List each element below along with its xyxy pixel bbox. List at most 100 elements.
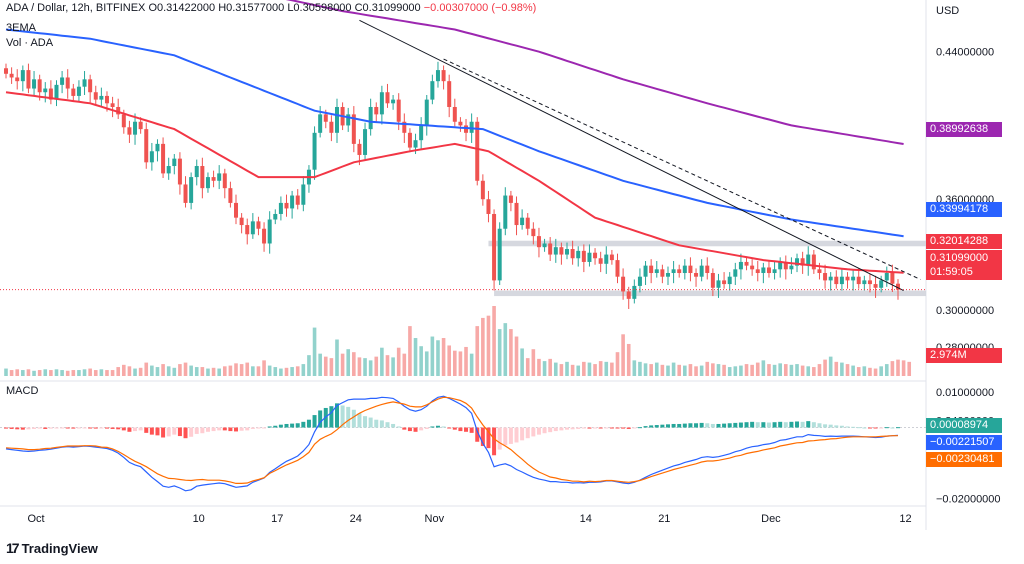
tradingview-icon: 17 xyxy=(6,540,20,556)
volume-bar xyxy=(385,355,390,376)
macd-histogram-bar xyxy=(267,426,272,428)
volume-bar xyxy=(178,364,182,376)
macd-histogram-bar xyxy=(32,427,37,429)
volume-bar xyxy=(245,362,250,376)
candle-body xyxy=(391,99,396,104)
volume-bar xyxy=(901,360,906,376)
macd-histogram-bar xyxy=(705,423,710,428)
volume-bar xyxy=(727,367,732,376)
candle-body xyxy=(222,173,227,189)
volume-bar xyxy=(531,349,536,376)
macd-histogram-bar xyxy=(604,427,609,429)
macd-histogram-bar xyxy=(615,427,620,429)
candle-body xyxy=(149,151,154,163)
volume-bar xyxy=(228,365,233,376)
macd-histogram-bar xyxy=(166,427,171,437)
volume-bar xyxy=(570,364,575,376)
volume-bar xyxy=(161,364,165,376)
candle-body xyxy=(632,285,637,299)
macd-histogram-bar xyxy=(727,423,732,428)
volume-bar xyxy=(374,356,379,376)
volume-bar xyxy=(481,317,485,376)
volume-bar xyxy=(671,362,676,376)
macd-histogram-bar xyxy=(542,427,547,434)
macd-histogram-bar xyxy=(828,424,833,428)
macd-histogram-bar xyxy=(851,426,856,428)
volume-bar xyxy=(217,368,221,376)
candle-body xyxy=(565,249,570,255)
legend-macd[interactable]: MACD xyxy=(6,385,39,397)
macd-histogram-bar xyxy=(806,421,811,428)
macd-histogram-bar xyxy=(587,427,592,429)
time-axis-tick: Nov xyxy=(425,513,445,525)
volume-bar xyxy=(699,365,704,376)
volume-bar xyxy=(32,370,36,376)
volume-bar xyxy=(716,364,721,376)
volume-bar xyxy=(127,366,132,376)
candle-body xyxy=(166,166,171,174)
volume-bar xyxy=(279,368,283,376)
volume-bar xyxy=(559,364,564,376)
candle-body xyxy=(699,265,704,277)
volume-bar xyxy=(419,346,423,376)
volume-bar xyxy=(71,370,76,376)
macd-histogram-bar xyxy=(817,423,822,428)
macd-histogram-bar xyxy=(632,427,637,429)
candle-body xyxy=(536,236,541,248)
macd-histogram-bar xyxy=(262,427,267,429)
candle-body xyxy=(200,166,205,189)
volume-bar xyxy=(884,364,889,376)
candle-body xyxy=(867,280,872,285)
candle-body xyxy=(346,114,351,126)
volume-bar xyxy=(239,364,244,376)
legend-ema[interactable]: 3EMA xyxy=(6,22,36,34)
candle-body xyxy=(262,228,267,244)
candle-body xyxy=(766,267,771,274)
macd-histogram-bar xyxy=(4,427,8,429)
macd-histogram-bar xyxy=(699,422,704,428)
signal-line xyxy=(5,396,898,484)
legend-volume[interactable]: Vol · ADA xyxy=(6,37,54,49)
macd-histogram-bar xyxy=(464,427,469,432)
volume-bar xyxy=(9,370,14,376)
candle-body xyxy=(211,177,216,181)
volume-bar xyxy=(587,362,592,376)
candle-body xyxy=(581,250,586,262)
tradingview-logo[interactable]: 17 TradingView xyxy=(6,540,98,556)
macd-histogram-bar xyxy=(43,427,48,429)
candle-body xyxy=(862,280,867,285)
volume-bar xyxy=(772,364,777,376)
candle-body xyxy=(486,199,491,214)
macd-histogram-bar xyxy=(733,422,738,428)
volume-bar xyxy=(598,361,603,376)
candle-body xyxy=(671,269,676,274)
ema-long-line xyxy=(285,0,904,145)
macd-axis-tick: 0.01000000 xyxy=(936,387,994,399)
macd-histogram-bar xyxy=(643,426,648,428)
macd-histogram-bar xyxy=(363,416,368,428)
macd-histogram-bar xyxy=(531,427,536,437)
ema-mid-line xyxy=(5,28,904,238)
macd-histogram-bar xyxy=(110,427,115,429)
macd-histogram-bar xyxy=(688,423,693,428)
candle-body xyxy=(520,217,525,226)
volume-bar xyxy=(873,368,878,376)
macd-histogram-bar xyxy=(581,427,586,429)
candle-body xyxy=(48,88,53,100)
macd-histogram-bar xyxy=(458,427,463,432)
macd-histogram-bar xyxy=(783,422,788,428)
macd-histogram-bar xyxy=(183,427,188,439)
volume-bar xyxy=(105,370,109,376)
macd-histogram-bar xyxy=(873,427,878,429)
macd-histogram-bar xyxy=(385,422,390,428)
candle-body xyxy=(643,265,648,277)
macd-histogram-bar xyxy=(896,427,900,429)
volume-bar xyxy=(525,358,530,376)
candle-body xyxy=(194,166,199,178)
legend-symbol[interactable]: ADA / Dollar, 12h, BITFINEX xyxy=(6,2,146,14)
volume-bar xyxy=(660,364,665,376)
volume-bar xyxy=(166,366,171,376)
macd-histogram-bar xyxy=(391,423,396,428)
support-zone xyxy=(494,290,926,297)
